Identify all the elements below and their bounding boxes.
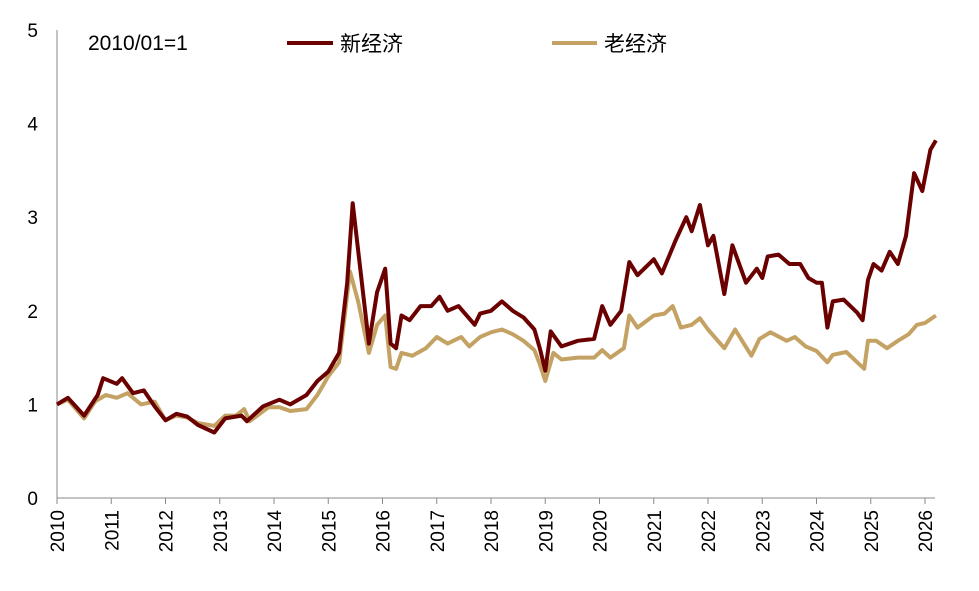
y-tick-label: 0 [27,489,38,510]
x-tick-label: 2021 [645,510,666,552]
legend-label-old: 老经济 [604,33,667,56]
x-tick-label: 2024 [808,510,829,553]
x-tick-label: 2023 [753,510,774,552]
y-tick-label: 4 [27,115,38,136]
x-tick-label: 2011 [102,510,123,551]
x-tick-label: 2020 [591,510,612,552]
series-line-old-economy [56,269,938,428]
x-tick-label: 2015 [319,510,340,552]
x-tick-label: 2017 [428,510,449,552]
x-tick-label: 2026 [916,510,937,552]
y-tick-label: 5 [27,21,38,42]
x-tick-label: 2012 [157,510,178,552]
x-tick-label: 2018 [482,510,503,552]
x-tick-label: 2025 [862,510,883,552]
x-tick-label: 2016 [374,510,395,552]
y-tick-label: 3 [27,208,38,229]
x-tick-label: 2022 [699,510,720,552]
legend-label-new: 新经济 [340,33,403,56]
x-tick-label: 2019 [536,510,557,552]
annotation-base: 2010/01=1 [88,32,188,55]
x-tick-label: 2013 [211,510,232,552]
y-tick-label: 1 [27,395,38,416]
series-line-new-economy [55,139,938,435]
x-tick-label: 2014 [265,510,286,553]
y-tick-label: 2 [27,302,38,323]
x-tick-label: 2010 [48,510,69,552]
